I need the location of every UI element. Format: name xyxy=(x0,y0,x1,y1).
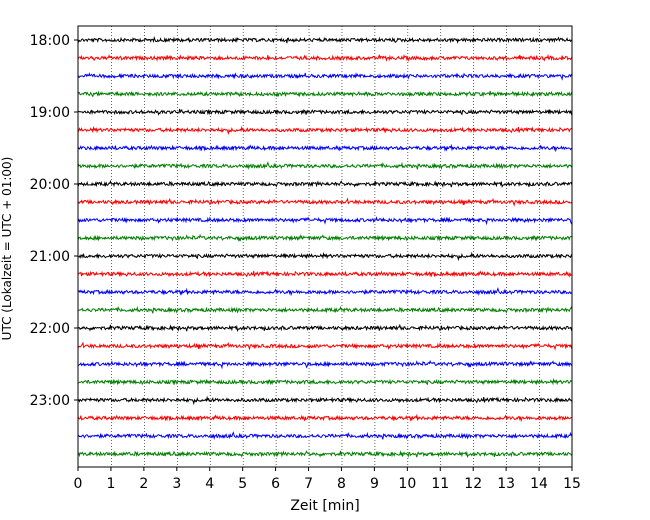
x-tick-label: 9 xyxy=(370,476,379,492)
trace-1915 xyxy=(77,125,573,136)
trace-2330 xyxy=(77,431,573,441)
x-axis-label: Zeit [min] xyxy=(290,498,359,514)
x-tick-label: 1 xyxy=(106,476,115,492)
plot-frame xyxy=(77,25,573,468)
x-tick-label: 14 xyxy=(530,476,548,492)
x-axis: 0 1 2 3 4 5 6 7 8 9 10 11 12 13 14 15 xyxy=(74,467,581,492)
x-tick-label: 8 xyxy=(337,476,346,492)
trace-2145 xyxy=(77,305,573,314)
y-tick-label: 18:00 xyxy=(30,33,70,49)
x-tick-label: 4 xyxy=(205,476,214,492)
trace-1830 xyxy=(77,72,573,81)
trace-1845 xyxy=(77,90,573,98)
trace-2030 xyxy=(77,216,573,226)
trace-2315 xyxy=(77,413,573,423)
x-tick-label: 10 xyxy=(398,476,416,492)
trace-2000 xyxy=(77,179,573,188)
trace-2115 xyxy=(77,270,573,278)
y-axis-label: UTC (Lokalzeit = UTC + 01:00) xyxy=(0,157,14,341)
trace-2345 xyxy=(77,450,573,458)
x-tick-label: 6 xyxy=(271,476,280,492)
y-tick-label: 20:00 xyxy=(30,177,70,193)
trace-1945 xyxy=(77,161,573,171)
x-tick-label: 3 xyxy=(172,476,181,492)
trace-group xyxy=(77,35,573,458)
x-tick-label: 12 xyxy=(464,476,482,492)
x-tick-label: 0 xyxy=(74,476,83,492)
x-tick-label: 5 xyxy=(238,476,247,492)
x-tick-label: 15 xyxy=(563,476,581,492)
trace-2215 xyxy=(77,341,573,351)
trace-1930 xyxy=(77,143,573,153)
trace-2230 xyxy=(77,359,573,370)
x-tick-label: 11 xyxy=(431,476,449,492)
trace-2245 xyxy=(77,377,573,386)
trace-2200 xyxy=(77,323,573,332)
x-tick-label: 13 xyxy=(497,476,515,492)
y-tick-label: 22:00 xyxy=(30,321,70,337)
trace-2045 xyxy=(77,233,573,242)
x-tick-label: 2 xyxy=(139,476,148,492)
trace-2015 xyxy=(77,197,573,207)
trace-2100 xyxy=(77,251,573,262)
trace-2130 xyxy=(77,287,573,297)
y-tick-label: 23:00 xyxy=(30,393,70,409)
y-axis: 18:00 19:00 20:00 21:00 22:00 23:00 xyxy=(30,33,78,409)
trace-1800 xyxy=(77,35,573,45)
y-tick-label: 19:00 xyxy=(30,105,70,121)
trace-2300 xyxy=(77,395,573,406)
y-tick-label: 21:00 xyxy=(30,249,70,265)
trace-1815 xyxy=(77,53,573,63)
trace-1900 xyxy=(77,108,573,116)
x-tick-label: 7 xyxy=(304,476,313,492)
